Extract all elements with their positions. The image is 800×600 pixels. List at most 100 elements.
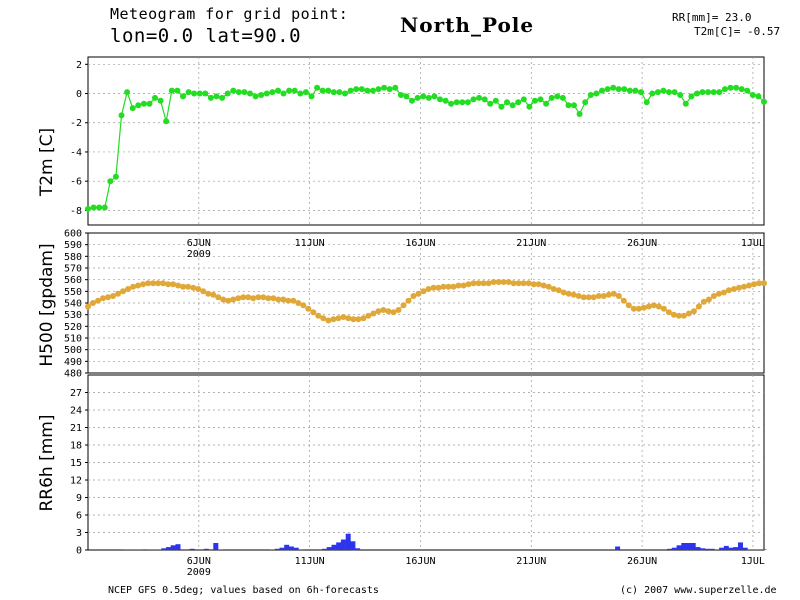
t2m-data-point (761, 98, 767, 105)
rr6h-bar (761, 549, 767, 550)
t2m-data-point (219, 94, 226, 101)
rr6h-bar (151, 549, 157, 550)
h500-data-point (465, 281, 472, 288)
t2m-data-point (375, 86, 382, 93)
h500-data-point (395, 307, 402, 313)
rr6h-bar (270, 549, 275, 550)
h500-data-point (670, 311, 677, 318)
h500-data-point (455, 282, 462, 289)
h500-data-point (475, 280, 482, 287)
t2m-data-point (235, 89, 242, 96)
t2m-data-point (515, 99, 522, 106)
h500-data-point (190, 284, 197, 291)
t2m-data-point (135, 102, 142, 109)
h500-data-point (505, 279, 512, 285)
t2m-data-point (112, 173, 119, 180)
h500-data-point (240, 294, 247, 301)
h500-data-point (610, 290, 617, 297)
h500-data-point (100, 295, 106, 302)
t2m-data-point (604, 86, 611, 93)
t2m-data-point (565, 102, 572, 109)
t2m-data-point (224, 90, 231, 97)
t2m-data-point (168, 87, 175, 94)
h500-data-point (380, 307, 387, 313)
t2m-data-point (325, 87, 332, 94)
t2m-data-point (666, 89, 672, 96)
h500-data-point (700, 298, 707, 305)
t2m-data-point (347, 87, 354, 94)
h500-data-point (685, 310, 692, 317)
h500-date-label: 1JUL (741, 238, 765, 249)
t2m-current-summary: T2m[C]= -0.57 (694, 25, 781, 38)
h500-data-point (625, 302, 632, 309)
h500-data-point (165, 281, 172, 288)
t2m-ytick-label: 0 (76, 89, 82, 100)
rr6h-bar (676, 545, 682, 550)
h500-data-point (585, 294, 592, 301)
h500-data-point (715, 290, 722, 297)
rr6h-ytick-label: 3 (76, 528, 82, 539)
t2m-data-point (492, 97, 499, 104)
rr6h-date-label: 6JUN (187, 556, 211, 567)
h500-data-point (300, 302, 307, 309)
h500-data-point (210, 291, 217, 298)
t2m-data-point (548, 94, 555, 101)
h500-data-point (115, 290, 121, 297)
rr6h-bar (293, 547, 299, 550)
h500-data-point (265, 295, 272, 302)
h500-data-point (105, 294, 111, 301)
t2m-data-point (481, 96, 488, 103)
t2m-data-point (414, 94, 421, 101)
t2m-data-point (509, 102, 516, 109)
t2m-data-point (101, 204, 108, 211)
rr6h-bar (147, 549, 153, 550)
t2m-data-point (688, 93, 695, 100)
t2m-data-point (152, 94, 158, 101)
t2m-data-point (202, 90, 209, 97)
h500-data-point (500, 279, 507, 285)
t2m-data-point (649, 90, 656, 97)
h500-data-point (235, 295, 242, 302)
h500-date-label: 11JUN (295, 238, 325, 249)
rr6h-bar (742, 547, 748, 550)
rr6h-bar (756, 549, 762, 550)
t2m-data-point (230, 87, 237, 94)
rr6h-bar (137, 549, 143, 550)
rr6h-bar (728, 547, 734, 550)
t2m-data-point (358, 86, 365, 93)
rr6h-bar (345, 533, 351, 550)
rr6h-bar (714, 549, 720, 550)
h500-data-point (555, 287, 562, 294)
h500-data-point (185, 283, 192, 290)
h500-data-point (660, 305, 667, 312)
h500-data-point (175, 282, 182, 289)
h500-data-point (595, 293, 602, 299)
h500-data-point (260, 294, 267, 301)
t2m-data-point (487, 100, 494, 107)
t2m-data-point (599, 87, 605, 94)
t2m-data-point (129, 105, 136, 112)
h500-data-point (600, 293, 607, 299)
t2m-data-point (476, 94, 483, 101)
t2m-data-point (442, 97, 449, 104)
h500-data-point (120, 288, 127, 295)
h500-data-point (125, 286, 132, 292)
rr6h-date-label: 21JUN (516, 556, 546, 567)
t2m-data-point (425, 94, 432, 101)
t2m-data-point (626, 87, 633, 94)
h500-data-point (330, 316, 337, 323)
h500-data-point (225, 297, 232, 304)
h500-data-point (305, 305, 312, 312)
t2m-data-point (397, 92, 404, 98)
t2m-data-point (671, 89, 678, 96)
h500-data-point (195, 286, 202, 292)
rr6h-bar (213, 543, 219, 550)
h500-data-point (135, 282, 142, 289)
t2m-data-point (453, 99, 460, 106)
h500-data-point (170, 281, 177, 288)
t2m-ytick-label: -4 (70, 147, 82, 158)
rr6h-bar (355, 548, 361, 551)
t2m-data-point (632, 87, 639, 94)
t2m-data-point (96, 204, 103, 211)
rr6h-bar (336, 542, 342, 550)
